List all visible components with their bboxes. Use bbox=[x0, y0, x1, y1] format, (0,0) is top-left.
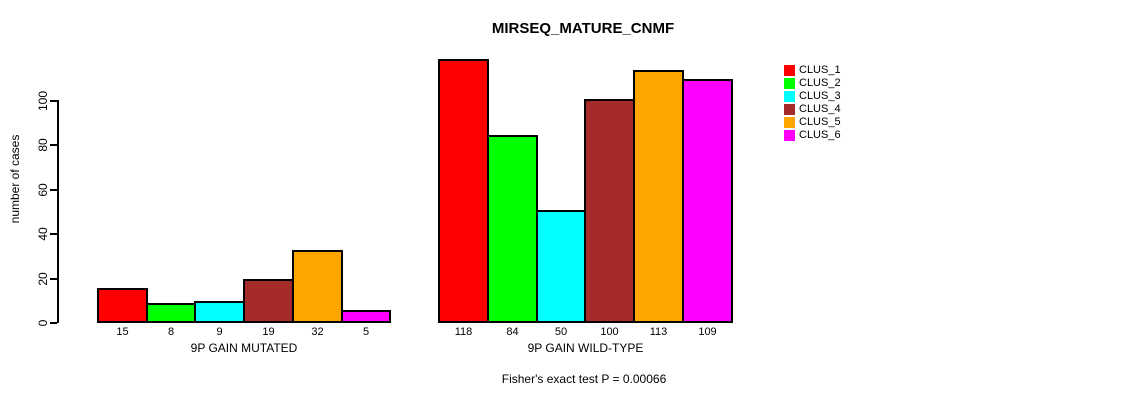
bar-value-label: 84 bbox=[506, 326, 519, 338]
legend-swatch-clus_6 bbox=[784, 130, 795, 141]
bar-clus_1-9p-gain-mutated bbox=[97, 288, 148, 323]
y-axis-tick-label: 0 bbox=[36, 319, 50, 327]
bar-clus_1-9p-gain-wild-type bbox=[438, 59, 489, 323]
legend: CLUS_1 CLUS_2 CLUS_3 CLUS_4 CLUS_5 CLUS_6 bbox=[784, 64, 841, 142]
legend-swatch-clus_4 bbox=[784, 104, 795, 115]
group-label-9p-gain-wild-type: 9P GAIN WILD-TYPE bbox=[527, 341, 644, 355]
bar-clus_3-9p-gain-mutated bbox=[194, 301, 245, 323]
bar-value-label: 118 bbox=[454, 326, 473, 338]
bar-clus_5-9p-gain-wild-type bbox=[633, 70, 684, 323]
y-axis-tick-label: 20 bbox=[36, 272, 50, 286]
y-axis-tick bbox=[50, 144, 57, 146]
y-axis-tick-label: 80 bbox=[36, 138, 50, 152]
y-axis-tick bbox=[50, 322, 57, 324]
y-axis-tick bbox=[50, 189, 57, 191]
y-axis-tick bbox=[50, 278, 57, 280]
legend-item-clus_3: CLUS_3 bbox=[784, 90, 841, 103]
legend-label: CLUS_6 bbox=[799, 129, 841, 141]
y-axis-label: number of cases bbox=[8, 134, 22, 224]
bar-clus_4-9p-gain-mutated bbox=[243, 279, 294, 323]
y-axis-tick-label: 100 bbox=[36, 90, 50, 112]
y-axis-tick bbox=[50, 233, 57, 235]
legend-label: CLUS_3 bbox=[799, 90, 841, 102]
bar-clus_6-9p-gain-mutated bbox=[341, 310, 391, 323]
chart-title: MIRSEQ_MATURE_CNMF bbox=[491, 20, 675, 37]
legend-label: CLUS_4 bbox=[799, 103, 841, 115]
bar-value-label: 5 bbox=[362, 326, 370, 338]
y-axis-line bbox=[57, 100, 59, 323]
y-axis-tick bbox=[50, 100, 57, 102]
legend-item-clus_5: CLUS_5 bbox=[784, 116, 841, 129]
legend-item-clus_4: CLUS_4 bbox=[784, 103, 841, 116]
bar-clus_2-9p-gain-wild-type bbox=[487, 135, 538, 323]
legend-label: CLUS_2 bbox=[799, 77, 841, 89]
bar-clus_6-9p-gain-wild-type bbox=[682, 79, 733, 323]
group-label-9p-gain-mutated: 9P GAIN MUTATED bbox=[190, 341, 298, 355]
bar-value-label: 32 bbox=[311, 326, 324, 338]
legend-label: CLUS_5 bbox=[799, 116, 841, 128]
bar-value-label: 15 bbox=[116, 326, 129, 338]
legend-label: CLUS_1 bbox=[799, 64, 841, 76]
legend-swatch-clus_3 bbox=[784, 91, 795, 102]
bar-value-label: 100 bbox=[600, 326, 619, 338]
legend-item-clus_1: CLUS_1 bbox=[784, 64, 841, 77]
bar-clus_3-9p-gain-wild-type bbox=[536, 210, 586, 323]
bar-clus_4-9p-gain-wild-type bbox=[584, 99, 635, 323]
bar-value-label: 113 bbox=[649, 326, 668, 338]
bar-value-label: 8 bbox=[167, 326, 175, 338]
legend-swatch-clus_1 bbox=[784, 65, 795, 76]
legend-swatch-clus_5 bbox=[784, 117, 795, 128]
y-axis-tick-label: 60 bbox=[36, 183, 50, 197]
y-axis-tick-label: 40 bbox=[36, 227, 50, 241]
bar-value-label: 9 bbox=[216, 326, 223, 338]
legend-item-clus_6: CLUS_6 bbox=[784, 129, 841, 142]
bar-value-label: 50 bbox=[554, 326, 568, 338]
bar-clus_2-9p-gain-mutated bbox=[146, 303, 196, 323]
bar-clus_5-9p-gain-mutated bbox=[292, 250, 343, 323]
legend-item-clus_2: CLUS_2 bbox=[784, 77, 841, 90]
fisher-test-note: Fisher's exact test P = 0.00066 bbox=[501, 372, 667, 386]
bar-value-label: 109 bbox=[698, 326, 717, 338]
legend-swatch-clus_2 bbox=[784, 78, 795, 89]
bar-value-label: 19 bbox=[262, 326, 275, 338]
